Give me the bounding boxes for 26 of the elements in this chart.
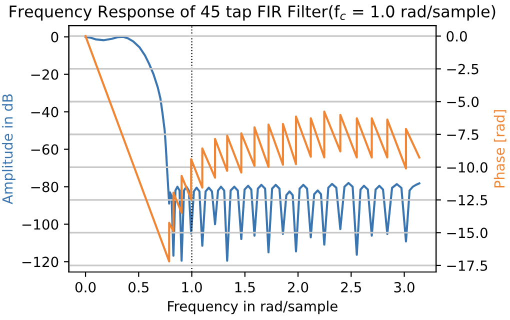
x-tick-label: 0.5 (128, 282, 148, 292)
y-tick-label: −100 (22, 219, 58, 230)
y-tick-label: −120 (22, 256, 58, 268)
y2-tick-label: −5.0 (447, 96, 479, 108)
y-tick-label: −80 (31, 182, 58, 192)
x-axis-title: Frequency in rad/sample (168, 300, 338, 314)
y2-tick-label: −12.5 (447, 194, 488, 206)
y2-tick-label: −10.0 (447, 162, 488, 173)
x-tick-label: 1.5 (235, 282, 255, 292)
y-tick-label: −60 (31, 144, 58, 155)
y2-tick-label: −15.0 (447, 228, 488, 238)
y2-tick-label: −7.5 (447, 130, 478, 140)
y-tick-label: −40 (31, 106, 58, 118)
x-tick-label: 0.0 (75, 282, 96, 292)
chart-title: Frequency Response of 45 tap FIR Filter(f$_{c}$ = 1.0 rad/sample) (10, 5, 496, 21)
x-tick-label: 1.0 (182, 282, 202, 292)
y2-axis-title: Phase [rad] (494, 110, 506, 188)
y-tick-label: 0 (51, 32, 58, 42)
x-tick-label: 2.0 (288, 282, 308, 292)
y-axis-title: Amplitude in dB (2, 94, 16, 204)
y2-tick-label: −2.5 (447, 64, 478, 74)
y2-tick-label: −17.5 (447, 260, 488, 271)
y-tick-label: −20 (31, 69, 58, 80)
x-tick-label: 3.0 (394, 282, 414, 292)
x-tick-label: 2.5 (341, 282, 361, 292)
y2-tick-label: 0.0 (446, 31, 467, 42)
